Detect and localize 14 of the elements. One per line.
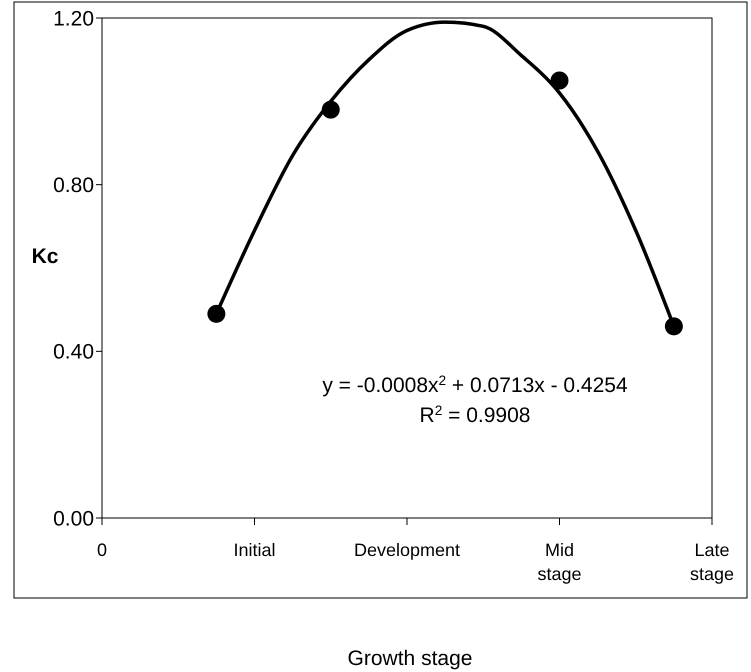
- y-axis-title: Kc: [32, 245, 59, 268]
- x-tick-label: 0: [96, 540, 108, 560]
- x-axis-title: Growth stage: [348, 647, 472, 670]
- x-tick-label: Development: [354, 540, 460, 560]
- y-tick-label: 0.00: [53, 507, 94, 530]
- annotation: y = -0.0008x$^{2}$ + 0.0713x - 0.4254: [322, 372, 628, 397]
- y-tick-label: 0.40: [53, 340, 94, 364]
- point: [550, 72, 568, 90]
- y-tick-label: 0.80: [53, 174, 94, 198]
- annotation: R$^{2}$ = 0.9908: [420, 402, 530, 427]
- x-tick-label: Initial: [233, 540, 276, 560]
- x-tick-label: Late stage: [690, 540, 734, 584]
- x-tick-label: Mid stage: [537, 540, 582, 584]
- y-tick-label: 1.20: [53, 7, 94, 30]
